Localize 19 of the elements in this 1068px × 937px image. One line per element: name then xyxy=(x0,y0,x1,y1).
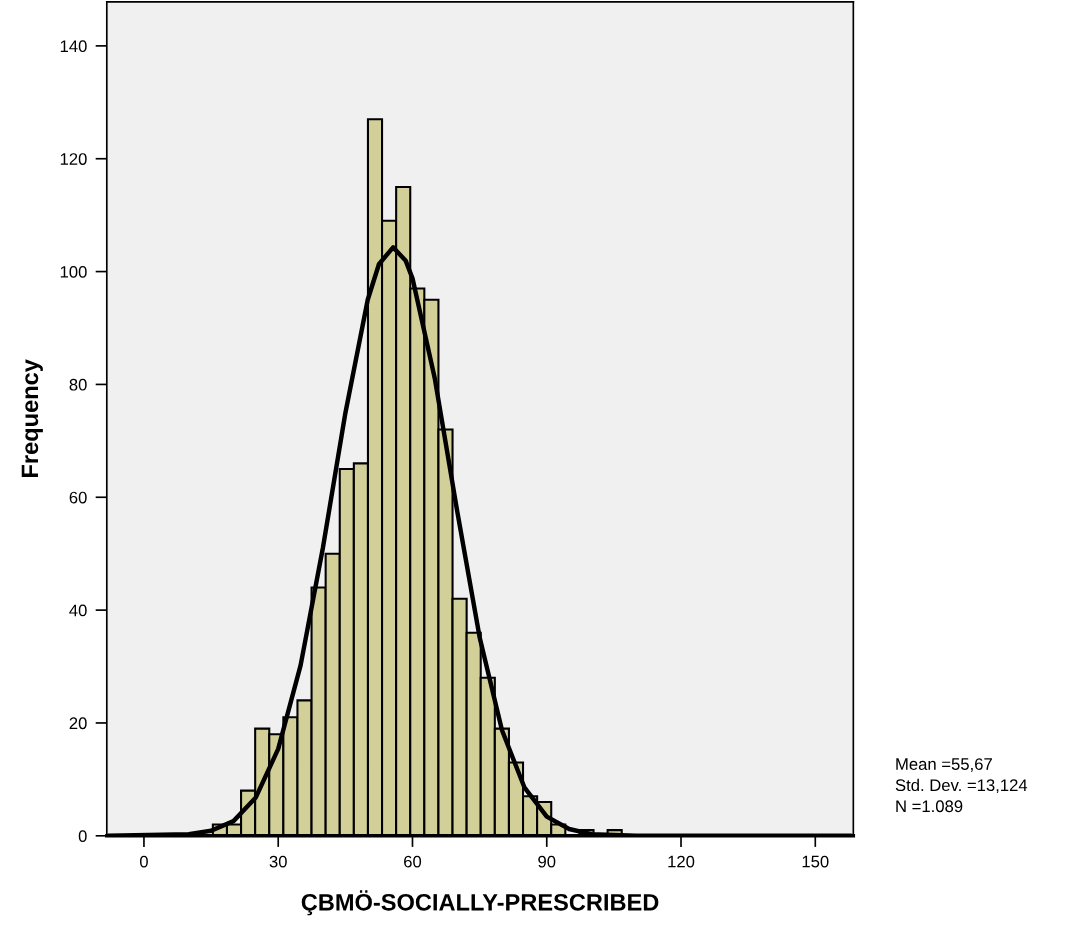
text: Mean =55,67 xyxy=(896,758,992,772)
y-tick-label: 140 xyxy=(60,40,87,53)
x-tick-label: 0 xyxy=(139,855,148,868)
x-tick-label: 90 xyxy=(538,855,556,868)
y-tick-label: 100 xyxy=(60,265,87,278)
y-tick-label: 0 xyxy=(78,830,87,843)
text: Std. Dev. =13,124 xyxy=(895,778,1028,794)
y-tick-label: 120 xyxy=(60,153,87,165)
y-tick-label: 40 xyxy=(69,604,87,617)
y-tick-label: 80 xyxy=(69,378,87,391)
x-tick-label: 30 xyxy=(269,855,287,868)
text: N =1.089 xyxy=(896,800,963,813)
x-tick-label: 120 xyxy=(668,855,695,868)
x-tick-label: 60 xyxy=(404,855,422,868)
y-tick-label: 20 xyxy=(69,717,87,730)
x-axis-title: ÇBMÖ-SOCIALLY-PRESCRIBED xyxy=(301,890,659,916)
y-axis-title: Frequency xyxy=(21,359,43,477)
x-tick-label: 150 xyxy=(802,855,829,868)
y-tick-label: 60 xyxy=(69,491,87,504)
